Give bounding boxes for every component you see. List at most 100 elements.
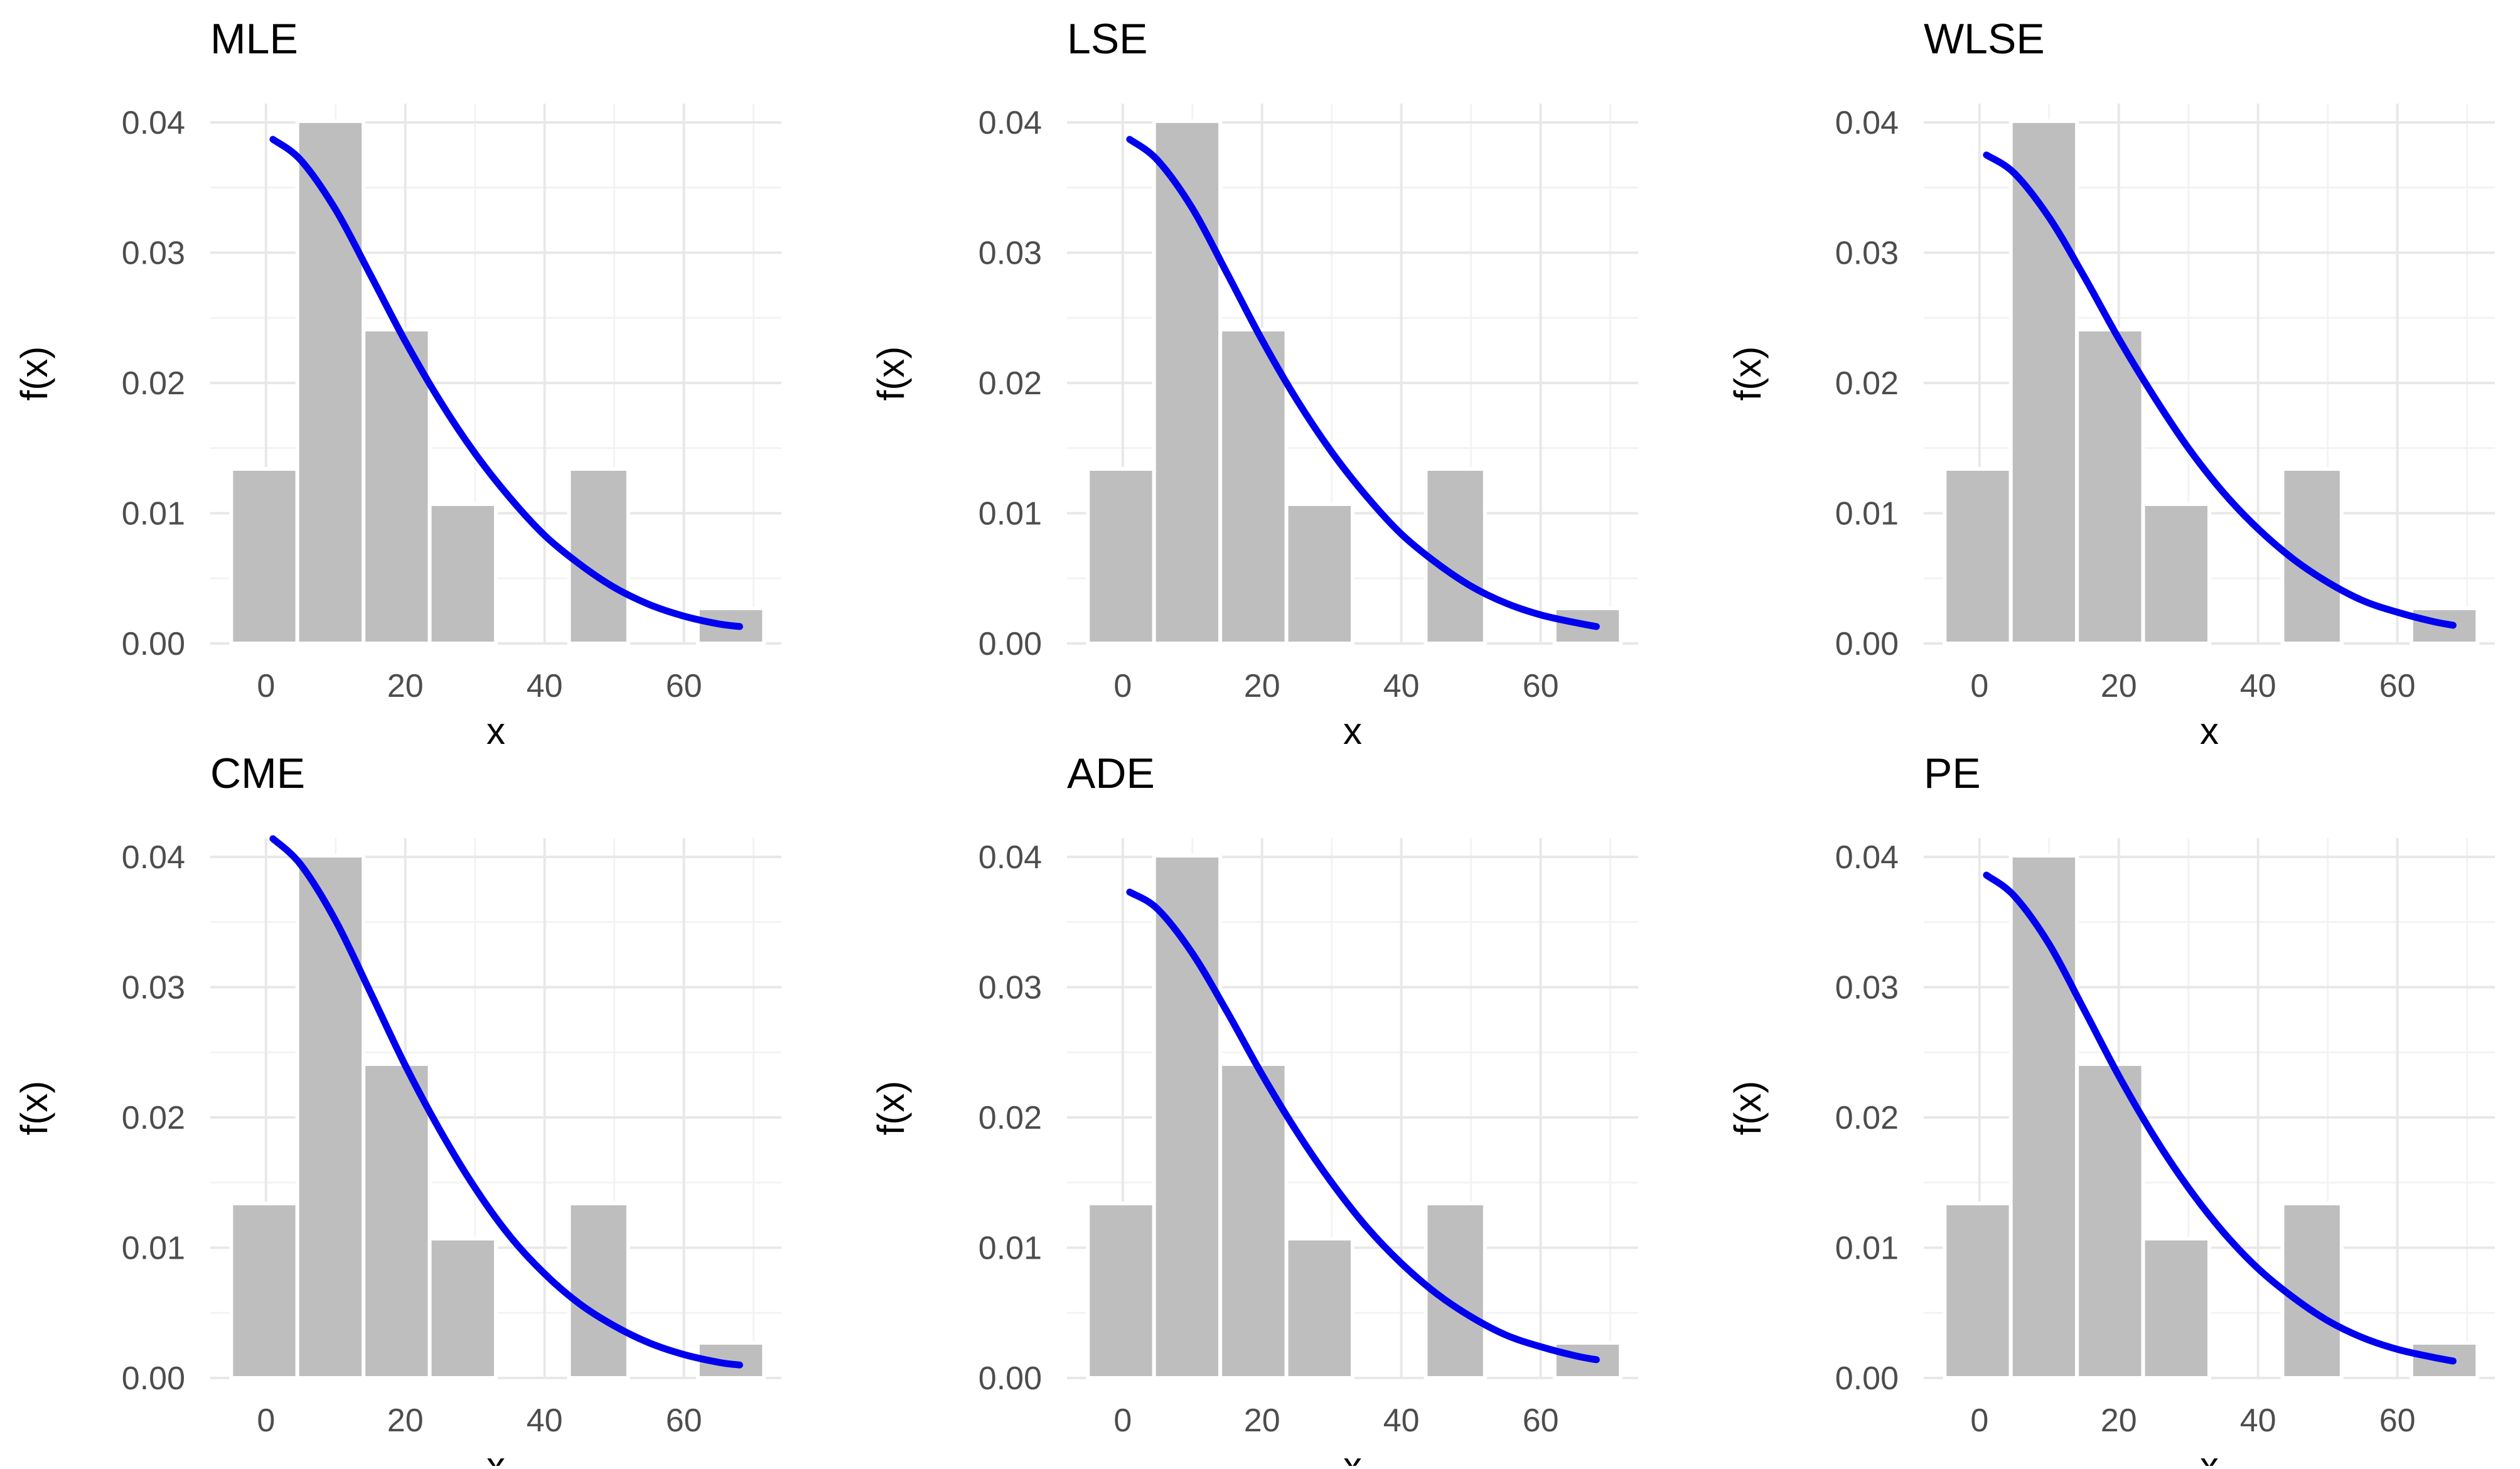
y-tick-label: 0.00 (1835, 626, 1899, 662)
histogram-bar (295, 853, 366, 1380)
y-tick-label: 0.00 (1835, 1360, 1899, 1397)
x-tick-label: 40 (527, 668, 563, 704)
histogram-bar (2008, 119, 2079, 646)
x-tick-label: 40 (1383, 1402, 1420, 1439)
x-axis-label: x (1343, 710, 1362, 752)
y-tick-label: 0.01 (1835, 1230, 1899, 1267)
x-tick-label: 60 (2379, 1402, 2416, 1439)
y-tick-label: 0.03 (979, 235, 1042, 272)
x-tick-label: 0 (1970, 668, 1988, 704)
histogram-bar (2008, 853, 2079, 1380)
y-tick-label: 0.00 (979, 626, 1042, 662)
histogram-bar (1552, 1340, 1623, 1380)
y-tick-label: 0.02 (1835, 365, 1899, 402)
x-tick-label: 20 (2101, 668, 2137, 704)
x-tick-label: 60 (2379, 668, 2416, 704)
y-tick-label: 0.00 (122, 626, 185, 662)
histogram-bar (229, 466, 299, 645)
y-tick-label: 0.04 (979, 105, 1042, 141)
x-tick-label: 0 (257, 1402, 275, 1439)
y-tick-label: 0.01 (979, 1230, 1042, 1267)
histogram-bars (229, 853, 766, 1380)
x-tick-label: 0 (257, 668, 275, 704)
x-axis-label: x (1343, 1445, 1362, 1466)
y-tick-label: 0.00 (979, 1360, 1042, 1397)
x-tick-label: 20 (1244, 1402, 1280, 1439)
density-curve (269, 835, 743, 1369)
histogram-bars (1943, 853, 2480, 1380)
panel-lse: 0.00 0.01 0.02 0.03 0.04 0 20 40 60 x f(x) LSE (870, 15, 1638, 752)
histogram-bar (427, 1236, 498, 1380)
y-tick-label: 0.01 (1835, 496, 1899, 532)
y-axis-label: f(x) (870, 347, 912, 401)
panel-mle: 0.00 0.01 0.02 0.03 0.04 0 20 40 60 x f(x) MLE (13, 15, 781, 752)
y-tick-label: 0.00 (122, 1360, 185, 1397)
x-tick-label: 40 (2240, 668, 2276, 704)
y-tick-label: 0.01 (122, 496, 185, 532)
histogram-bar (229, 1201, 299, 1380)
y-tick-label: 0.02 (1835, 1100, 1899, 1136)
y-tick-label: 0.04 (1835, 839, 1899, 876)
y-tick-label: 0.02 (979, 365, 1042, 402)
panel-wlse: 0.00 0.01 0.02 0.03 0.04 0 20 40 60 x f(x) WLSE (1727, 15, 2495, 752)
x-tick-label: 60 (666, 1402, 702, 1439)
panel-title: PE (1924, 750, 1981, 797)
x-tick-label: 60 (1523, 668, 1559, 704)
y-tick-label: 0.04 (979, 839, 1042, 876)
histogram-bars (229, 119, 766, 646)
histogram-bar (1152, 853, 1223, 1380)
panel-cme: 0.00 0.01 0.02 0.03 0.04 0 20 40 60 x f(x) CME (13, 750, 781, 1469)
x-tick-label: 20 (2101, 1402, 2137, 1439)
x-axis-label: x (486, 1445, 505, 1466)
histogram-bar (1284, 1236, 1355, 1380)
histogram-bar (1943, 466, 2013, 645)
density-curve (1126, 136, 1600, 630)
histogram-bar (2075, 1062, 2145, 1380)
y-axis-label: f(x) (1727, 1081, 1769, 1136)
histogram-bar (2075, 327, 2145, 645)
y-axis-label: f(x) (13, 347, 55, 401)
x-axis-label: x (2200, 1445, 2219, 1466)
y-tick-label: 0.04 (1835, 105, 1899, 141)
x-axis-label: x (2200, 710, 2219, 752)
histogram-bar (567, 466, 630, 645)
panel-pe: 0.00 0.01 0.02 0.03 0.04 0 20 40 60 x f(x) PE (1727, 750, 2495, 1469)
histogram-bar (1943, 1201, 2013, 1380)
x-tick-label: 0 (1113, 668, 1132, 704)
panel-title: LSE (1067, 15, 1148, 63)
x-tick-label: 20 (387, 1402, 424, 1439)
histogram-bar (1424, 466, 1487, 645)
histogram-bar (362, 327, 432, 645)
y-axis-label: f(x) (1727, 347, 1769, 401)
y-tick-label: 0.01 (979, 496, 1042, 532)
y-tick-label: 0.01 (122, 1230, 185, 1267)
y-tick-label: 0.03 (1835, 970, 1899, 1006)
histogram-bar (2141, 1236, 2212, 1380)
histogram-bar (1218, 327, 1289, 645)
histogram-bar (1284, 502, 1355, 645)
x-tick-label: 20 (387, 668, 424, 704)
y-tick-label: 0.04 (122, 105, 185, 141)
x-tick-label: 60 (666, 668, 702, 704)
y-tick-label: 0.02 (979, 1100, 1042, 1136)
panel-title: CME (210, 750, 305, 797)
x-tick-label: 40 (1383, 668, 1420, 704)
y-axis-label: f(x) (13, 1081, 55, 1136)
panel-ade: 0.00 0.01 0.02 0.03 0.04 0 20 40 60 x f(x) ADE (870, 750, 1638, 1469)
y-tick-label: 0.03 (122, 235, 185, 272)
x-tick-label: 40 (527, 1402, 563, 1439)
histogram-bar (1086, 1201, 1156, 1380)
histogram-bars (1086, 853, 1623, 1380)
panel-title: ADE (1067, 750, 1155, 797)
x-tick-label: 0 (1970, 1402, 1988, 1439)
y-axis-label: f(x) (870, 1081, 912, 1136)
x-tick-label: 20 (1244, 668, 1280, 704)
x-tick-label: 60 (1523, 1402, 1559, 1439)
histogram-bar (362, 1062, 432, 1380)
density-curve (269, 136, 743, 630)
histogram-bar (1218, 1062, 1289, 1380)
histogram-bar (1086, 466, 1156, 645)
y-tick-label: 0.03 (122, 970, 185, 1006)
